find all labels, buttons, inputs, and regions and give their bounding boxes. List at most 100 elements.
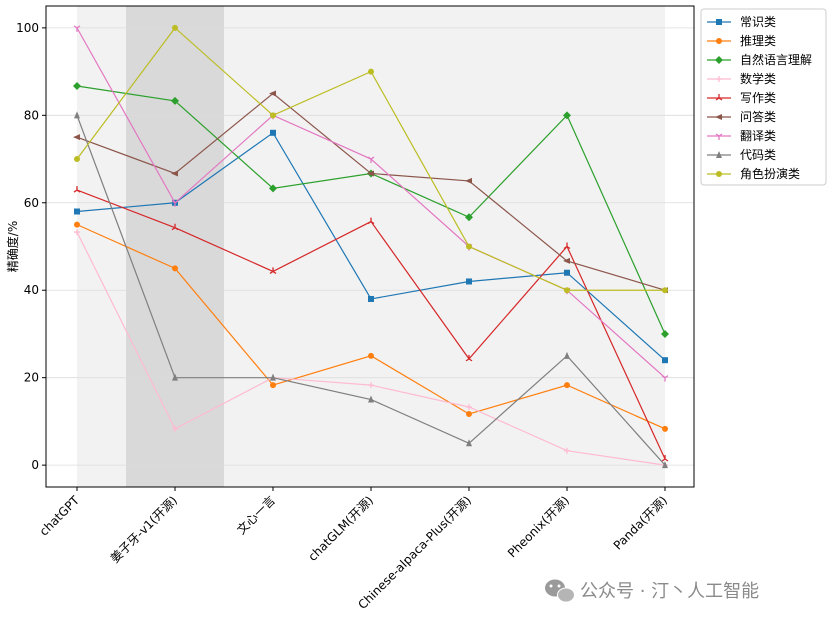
watermark-text: 公众号 · 汀丶人工智能 xyxy=(580,581,759,602)
x-tick-label: Panda(开源) xyxy=(611,493,670,552)
legend-item: 角色扮演类 xyxy=(707,166,800,181)
data-point xyxy=(564,351,570,359)
data-point xyxy=(368,352,374,359)
data-point xyxy=(368,395,374,403)
legend-label: 代码类 xyxy=(740,148,776,162)
legend-marker xyxy=(715,56,723,64)
legend-marker xyxy=(716,19,722,25)
data-point xyxy=(73,134,80,141)
data-point xyxy=(466,278,472,285)
data-point xyxy=(171,223,179,231)
chart-background xyxy=(46,6,694,487)
watermark: 公众号 · 汀丶人工智能 xyxy=(545,579,759,603)
legend-label: 写作类 xyxy=(740,91,776,105)
data-point xyxy=(367,217,375,225)
legend-label: 常识类 xyxy=(740,15,776,29)
legend-label: 问答类 xyxy=(740,109,776,124)
legend-marker xyxy=(716,171,722,177)
highlight-band xyxy=(126,6,224,487)
x-tick-label: Pheonix(开源) xyxy=(505,493,572,560)
data-point xyxy=(270,129,276,136)
data-point xyxy=(661,329,669,338)
data-point xyxy=(466,403,472,410)
data-point xyxy=(171,200,179,207)
data-point xyxy=(171,96,179,105)
data-point xyxy=(172,373,178,381)
legend-label: 推理类 xyxy=(740,34,776,48)
data-point xyxy=(270,382,276,389)
plot-frame xyxy=(45,5,695,488)
data-point xyxy=(661,455,669,462)
legend-marker xyxy=(715,94,723,101)
data-point xyxy=(563,242,571,250)
data-point xyxy=(74,208,80,215)
data-point xyxy=(74,221,80,228)
data-point xyxy=(172,24,178,31)
legend-item: 数学类 xyxy=(707,71,776,86)
legend-item: 常识类 xyxy=(707,15,776,29)
legend-marker xyxy=(715,133,723,140)
series-lines xyxy=(73,24,669,469)
legend-item: 代码类 xyxy=(707,148,776,162)
legend-label: 数学类 xyxy=(740,71,776,86)
data-point xyxy=(662,461,668,469)
y-axis: 0 20 40 60 80 100 xyxy=(16,21,46,472)
data-point xyxy=(73,82,81,91)
legend-item: 推理类 xyxy=(707,34,776,48)
legend-label: 翻译类 xyxy=(740,129,776,143)
legend-box xyxy=(700,8,827,186)
data-point xyxy=(662,425,668,432)
data-point xyxy=(269,184,277,193)
y-tick-label: 20 xyxy=(24,371,39,385)
data-point xyxy=(466,243,472,250)
data-point xyxy=(564,382,570,389)
data-point xyxy=(368,295,374,302)
data-point xyxy=(73,25,81,32)
data-point xyxy=(465,213,473,222)
legend-label: 角色扮演类 xyxy=(740,166,800,181)
data-point xyxy=(269,267,277,274)
data-point xyxy=(465,354,473,362)
data-point xyxy=(564,447,570,454)
legend-item: 自然语言理解 xyxy=(707,52,812,67)
x-tick-label: chatGPT xyxy=(37,493,83,539)
series-5 xyxy=(73,186,669,462)
data-point xyxy=(564,287,570,294)
legend-item: 问答类 xyxy=(707,109,776,124)
series-8 xyxy=(74,111,668,469)
y-axis-label: 精确度/% xyxy=(5,221,20,272)
data-point xyxy=(368,68,374,75)
data-point xyxy=(74,156,80,163)
data-point xyxy=(269,90,276,97)
legend-marker xyxy=(716,151,722,158)
data-point xyxy=(368,382,374,389)
data-point xyxy=(74,111,80,119)
legend-marker xyxy=(716,76,722,82)
data-point xyxy=(172,425,178,432)
data-point xyxy=(171,170,178,177)
legend-item: 翻译类 xyxy=(707,129,776,143)
data-point xyxy=(465,177,472,184)
data-point xyxy=(74,229,80,236)
data-point xyxy=(270,373,276,381)
data-point xyxy=(172,265,178,272)
data-point xyxy=(367,156,375,164)
wechat-icon xyxy=(545,579,575,603)
x-tick-label: 文心一言 xyxy=(234,493,279,538)
data-point xyxy=(662,287,668,294)
series-9 xyxy=(74,24,668,294)
data-point xyxy=(466,439,472,447)
data-point xyxy=(563,111,571,120)
x-axis: chatGPT 姜子牙-v1(开源) 文心一言 chatGLM(开源)Chinese-… xyxy=(37,487,670,612)
data-point xyxy=(270,112,276,119)
data-point xyxy=(564,269,570,276)
legend-label: 自然语言理解 xyxy=(740,52,812,67)
legend-item: 写作类 xyxy=(707,91,776,105)
legend-marker xyxy=(716,38,722,44)
y-tick-label: 100 xyxy=(16,21,39,35)
data-point xyxy=(466,410,472,417)
y-tick-label: 80 xyxy=(24,108,39,122)
data-point xyxy=(661,375,669,382)
data-point xyxy=(662,357,668,364)
data-point xyxy=(73,186,81,193)
